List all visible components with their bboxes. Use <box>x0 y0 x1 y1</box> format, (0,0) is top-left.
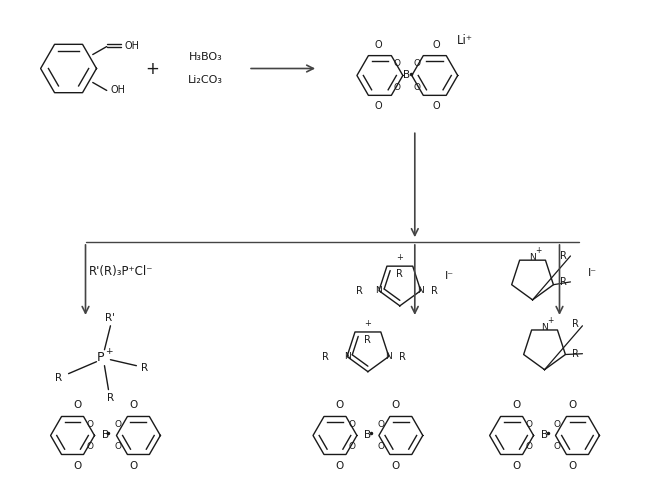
Text: O: O <box>513 462 521 471</box>
Text: R: R <box>322 352 329 362</box>
Text: +: + <box>397 254 403 262</box>
Text: O: O <box>349 442 356 451</box>
Text: O: O <box>393 59 400 68</box>
Text: O: O <box>115 442 122 451</box>
Text: O: O <box>513 400 521 409</box>
Text: O: O <box>86 420 93 429</box>
Text: O: O <box>73 462 82 471</box>
Text: R: R <box>141 362 148 372</box>
Text: R: R <box>561 277 568 287</box>
Text: O: O <box>86 442 93 451</box>
Text: +: + <box>548 316 553 326</box>
Text: O: O <box>130 462 137 471</box>
Text: R: R <box>364 335 371 345</box>
Text: R: R <box>572 348 579 358</box>
Text: O: O <box>525 420 532 429</box>
Text: O: O <box>433 40 441 50</box>
Text: R': R' <box>106 313 115 323</box>
Text: O: O <box>377 420 384 429</box>
Text: OH: OH <box>124 40 140 50</box>
Text: R: R <box>431 286 437 296</box>
Text: O: O <box>336 400 344 409</box>
Text: B: B <box>541 430 548 440</box>
Text: I⁻: I⁻ <box>588 268 597 278</box>
Text: B: B <box>102 430 109 440</box>
Text: O: O <box>433 102 441 112</box>
Text: +: + <box>535 246 542 256</box>
Text: N: N <box>343 352 351 361</box>
Text: N: N <box>529 254 536 262</box>
Text: R: R <box>572 319 579 329</box>
Text: O: O <box>392 400 400 409</box>
Text: O: O <box>525 442 532 451</box>
Text: O: O <box>349 420 356 429</box>
Text: O: O <box>568 400 577 409</box>
Text: Li₂CO₃: Li₂CO₃ <box>188 76 223 86</box>
Text: N: N <box>417 286 424 295</box>
Text: B: B <box>364 430 371 440</box>
Text: R: R <box>356 286 363 296</box>
Text: O: O <box>392 462 400 471</box>
Text: N: N <box>376 286 382 295</box>
Text: O: O <box>554 442 561 451</box>
Text: O: O <box>374 40 382 50</box>
Text: R: R <box>55 372 62 382</box>
Text: H₃BO₃: H₃BO₃ <box>189 52 222 62</box>
Text: O: O <box>377 442 384 451</box>
Text: R: R <box>397 269 403 279</box>
Text: R: R <box>561 251 568 261</box>
Text: Li⁺: Li⁺ <box>457 34 472 47</box>
Text: P: P <box>97 351 104 364</box>
Text: O: O <box>130 400 137 409</box>
Text: +: + <box>105 347 112 356</box>
Text: O: O <box>374 102 382 112</box>
Text: R'(R)₃P⁺Cl⁻: R'(R)₃P⁺Cl⁻ <box>89 266 153 278</box>
Text: O: O <box>554 420 561 429</box>
Text: I⁻: I⁻ <box>445 271 454 281</box>
Text: O: O <box>336 462 344 471</box>
Text: O: O <box>413 83 421 92</box>
Text: O: O <box>115 420 122 429</box>
Text: OH: OH <box>111 86 126 96</box>
Text: R: R <box>107 392 114 402</box>
Text: R: R <box>399 352 406 362</box>
Text: N: N <box>541 324 548 332</box>
Text: +: + <box>145 60 159 78</box>
Text: O: O <box>568 462 577 471</box>
Text: +: + <box>364 320 371 328</box>
Text: N: N <box>386 352 392 361</box>
Text: O: O <box>73 400 82 409</box>
Text: O: O <box>393 83 400 92</box>
Text: B: B <box>403 70 410 81</box>
Text: O: O <box>413 59 421 68</box>
